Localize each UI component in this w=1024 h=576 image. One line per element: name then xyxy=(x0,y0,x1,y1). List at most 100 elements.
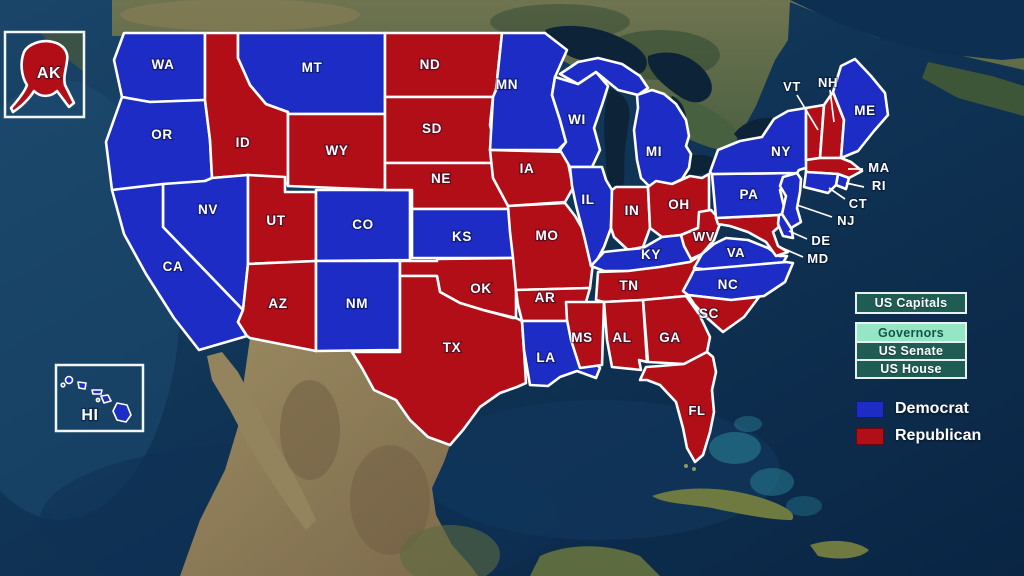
state-label-sc: SC xyxy=(699,306,719,321)
lake-superior xyxy=(545,25,647,75)
state-label-mi: MI xyxy=(646,144,662,159)
state-label-la: LA xyxy=(536,350,555,365)
state-il[interactable] xyxy=(568,165,614,268)
us-capitals-button[interactable]: US Capitals xyxy=(855,292,967,314)
state-label-ar: AR xyxy=(535,290,556,305)
state-mi[interactable] xyxy=(632,88,693,189)
state-ak[interactable] xyxy=(9,39,76,114)
state-label-ma: MA xyxy=(868,160,889,175)
state-label-nj: NJ xyxy=(837,213,855,228)
state-label-wi: WI xyxy=(568,112,586,127)
callout-line-ct xyxy=(828,187,846,200)
democrat-legend-label: Democrat xyxy=(895,400,969,417)
bahamas-shallows xyxy=(709,432,761,464)
state-label-in: IN xyxy=(625,203,640,218)
state-label-nc: NC xyxy=(718,277,739,292)
state-label-ct: CT xyxy=(849,196,868,211)
state-label-ne: NE xyxy=(431,171,451,186)
alaska-inset-box xyxy=(3,30,86,119)
state-label-ak: AK xyxy=(37,65,61,82)
gulf-of-st-lawrence xyxy=(790,0,1024,60)
callout-line-nj xyxy=(796,204,833,218)
state-label-mn: MN xyxy=(496,77,518,92)
florida-keys xyxy=(684,464,688,468)
state-label-tx: TX xyxy=(443,340,461,355)
state-label-de: DE xyxy=(811,233,830,248)
state-label-tn: TN xyxy=(619,278,638,293)
state-label-vt: VT xyxy=(783,79,801,94)
state-tx[interactable] xyxy=(350,274,528,447)
canada-prairie-patch xyxy=(120,0,360,31)
legend-row-republican: Republican xyxy=(856,427,981,445)
state-ms[interactable] xyxy=(564,300,606,370)
state-label-pa: PA xyxy=(740,187,759,202)
party-legend: Democrat Republican xyxy=(856,400,981,454)
states-layer xyxy=(104,31,890,464)
lake-michigan xyxy=(604,88,630,192)
state-oh[interactable] xyxy=(646,172,711,239)
bahamas-shallows xyxy=(750,468,794,496)
state-label-mt: MT xyxy=(302,60,323,75)
state-ga[interactable] xyxy=(641,294,712,366)
state-label-or: OR xyxy=(151,127,172,142)
democrat-color-swatch xyxy=(856,400,884,418)
state-or[interactable] xyxy=(104,95,214,192)
callout-line-vt xyxy=(796,94,819,131)
state-label-ut: UT xyxy=(266,213,285,228)
callout-line-ri xyxy=(845,182,865,188)
state-labels: WA OR CA NV ID MT WY UT CO AZ NM ND SD N… xyxy=(36,56,891,426)
state-label-ms: MS xyxy=(571,330,592,345)
bahamas-shallows xyxy=(786,496,822,516)
callout-lines xyxy=(779,89,865,258)
state-mi-upper-peninsula[interactable] xyxy=(558,56,650,97)
hawaii-inset-box xyxy=(54,363,145,433)
lake-huron xyxy=(647,52,712,103)
state-label-md: MD xyxy=(807,251,828,266)
state-label-ny: NY xyxy=(771,144,791,159)
callout-line-md xyxy=(779,246,804,258)
state-label-ia: IA xyxy=(520,161,535,176)
legend-row-democrat: Democrat xyxy=(856,400,981,418)
state-label-hi: HI xyxy=(81,407,98,424)
state-nd[interactable] xyxy=(383,31,504,99)
gulf-of-mexico-water xyxy=(420,400,780,540)
mexico-ridge-texture xyxy=(350,445,430,555)
nova-scotia-landmass xyxy=(922,62,1024,116)
state-label-nv: NV xyxy=(198,202,218,217)
state-label-ca: CA xyxy=(163,259,184,274)
state-sc[interactable] xyxy=(686,293,761,334)
state-me[interactable] xyxy=(831,57,890,160)
hispaniola-landmass xyxy=(810,540,869,559)
callout-line-nh xyxy=(829,89,835,123)
hawaii-islands[interactable] xyxy=(60,375,132,423)
state-label-ri: RI xyxy=(872,178,886,193)
state-label-mo: MO xyxy=(536,228,559,243)
callout-line-de xyxy=(788,230,808,240)
yucatan-landmass xyxy=(530,546,660,576)
state-label-wv: WV xyxy=(693,229,715,244)
alaska-inset xyxy=(3,30,86,119)
state-nj[interactable] xyxy=(778,171,803,230)
state-in[interactable] xyxy=(609,185,652,252)
us-house-button[interactable]: US House xyxy=(855,359,967,379)
hawaii-inset xyxy=(54,363,145,433)
state-label-az: AZ xyxy=(268,296,287,311)
state-label-nm: NM xyxy=(346,296,368,311)
state-wv[interactable] xyxy=(679,208,723,261)
state-label-ok: OK xyxy=(470,281,491,296)
mexico-ridge-texture xyxy=(280,380,340,480)
state-label-id: ID xyxy=(236,135,251,150)
state-label-wa: WA xyxy=(152,57,175,72)
state-al[interactable] xyxy=(602,298,649,372)
state-ia[interactable] xyxy=(488,148,575,208)
governors-button[interactable]: Governors xyxy=(855,322,967,343)
us-senate-button[interactable]: US Senate xyxy=(855,341,967,361)
state-label-sd: SD xyxy=(422,121,442,136)
baja-california xyxy=(207,352,316,530)
mexico-green-texture xyxy=(400,525,500,576)
state-fl[interactable] xyxy=(638,350,718,464)
state-nc[interactable] xyxy=(681,260,795,302)
republican-legend-label: Republican xyxy=(895,427,982,444)
